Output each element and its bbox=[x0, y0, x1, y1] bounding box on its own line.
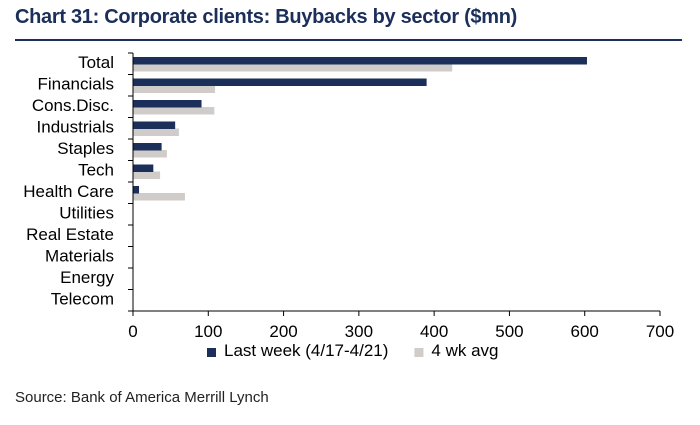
x-axis: 0 100 200 300 400 500 600 700 bbox=[128, 52, 674, 341]
x-tick-label: 700 bbox=[646, 322, 674, 341]
legend-label: Last week (4/17-4/21) bbox=[224, 341, 388, 360]
category-label: Health Care bbox=[23, 182, 114, 201]
category-label: Telecom bbox=[51, 290, 114, 309]
x-tick-label: 600 bbox=[571, 322, 599, 341]
bar-last-week-tech bbox=[133, 164, 154, 172]
bar-4wk-avg-health-care bbox=[133, 193, 185, 201]
category-label: Materials bbox=[45, 247, 114, 266]
x-tick-label: 200 bbox=[269, 322, 297, 341]
category-label: Cons.Disc. bbox=[32, 96, 114, 115]
x-tick-label: 0 bbox=[128, 322, 137, 341]
bars-group bbox=[133, 57, 587, 201]
bar-last-week-cons-disc- bbox=[133, 100, 202, 108]
category-label: Industrials bbox=[37, 118, 114, 137]
x-tick-label: 400 bbox=[420, 322, 448, 341]
bar-4wk-avg-industrials bbox=[133, 128, 179, 136]
legend: Last week (4/17-4/21) 4 wk avg bbox=[207, 341, 499, 360]
category-label: Utilities bbox=[59, 204, 114, 223]
legend-swatch bbox=[207, 348, 216, 357]
category-labels: Total Financials Cons.Disc. Industrials Stap… bbox=[23, 53, 114, 309]
x-tick-label: 300 bbox=[345, 322, 373, 341]
source-note: Source: Bank of America Merrill Lynch bbox=[15, 389, 269, 406]
bar-last-week-financials bbox=[133, 78, 427, 86]
category-label: Staples bbox=[57, 139, 114, 158]
x-tick-label: 100 bbox=[194, 322, 222, 341]
bar-4wk-avg-financials bbox=[133, 85, 216, 93]
title-divider bbox=[15, 39, 682, 41]
bar-last-week-health-care bbox=[133, 186, 140, 194]
bar-chart: Total Financials Cons.Disc. Industrials Stap… bbox=[23, 52, 674, 360]
bar-last-week-total bbox=[133, 57, 587, 65]
bar-4wk-avg-staples bbox=[133, 150, 167, 158]
bar-4wk-avg-tech bbox=[133, 171, 161, 179]
legend-swatch bbox=[414, 348, 424, 357]
bar-last-week-industrials bbox=[133, 121, 176, 129]
x-tick-label: 500 bbox=[495, 322, 523, 341]
bar-4wk-avg-cons-disc- bbox=[133, 107, 215, 115]
bar-last-week-staples bbox=[133, 143, 162, 151]
category-label: Energy bbox=[60, 268, 114, 287]
chart-title: Chart 31: Corporate clients: Buybacks by… bbox=[15, 6, 518, 28]
bar-4wk-avg-total bbox=[133, 64, 453, 72]
category-label: Total bbox=[78, 53, 114, 72]
category-label: Tech bbox=[78, 161, 114, 180]
category-label: Real Estate bbox=[26, 225, 114, 244]
legend-label: 4 wk avg bbox=[431, 341, 498, 360]
category-label: Financials bbox=[37, 75, 114, 94]
